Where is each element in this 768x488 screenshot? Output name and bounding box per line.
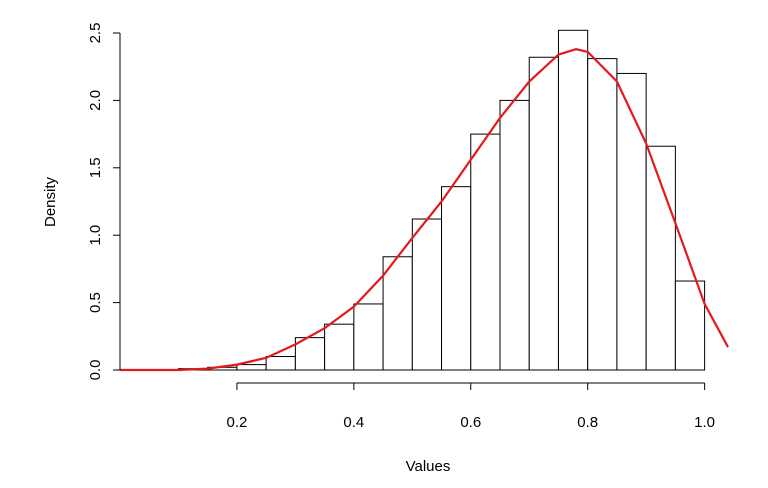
histogram-bar-11 [499, 99, 530, 371]
y-axis: 0.0 0.5 1.0 1.5 2.0 2.5 [87, 23, 121, 381]
histogram-bar-2 [236, 364, 267, 371]
x-tick-label: 1.0 [694, 414, 715, 431]
histogram-bar-7 [382, 256, 413, 371]
histogram-bar-12 [528, 56, 559, 371]
x-axis-title: Values [406, 458, 451, 475]
histogram-bar-8 [411, 218, 443, 371]
x-tick-label: 0.6 [460, 414, 481, 431]
histogram-bar-17 [674, 280, 706, 371]
histogram-bar-16 [645, 145, 676, 371]
density-curve-layer [120, 48, 729, 372]
histogram-bar-15 [616, 72, 647, 371]
x-tick-label: 0.4 [343, 414, 364, 431]
y-tick-label: 1.5 [87, 157, 104, 178]
y-tick-label: 0.5 [87, 292, 104, 313]
histogram-bar-5 [324, 323, 355, 371]
histogram-bar-3 [265, 356, 296, 371]
y-tick-label: 2.5 [87, 23, 104, 44]
x-axis: 0.2 0.4 0.6 0.8 1.0 [226, 382, 715, 431]
histogram-bar-4 [294, 337, 326, 371]
y-axis-title: Density [42, 176, 59, 227]
x-tick-label: 0.2 [226, 414, 247, 431]
y-tick-label: 2.0 [87, 90, 104, 111]
histogram-bars [177, 29, 706, 371]
density-curve [120, 48, 729, 372]
histogram-bar-13 [557, 29, 589, 371]
y-tick-label: 0.0 [87, 360, 104, 381]
histogram-bar-9 [441, 186, 472, 371]
histogram-bar-6 [353, 303, 384, 371]
x-tick-label: 0.8 [577, 414, 598, 431]
y-tick-label: 1.0 [87, 225, 104, 246]
histogram-bar-14 [587, 58, 618, 371]
histogram-bar-10 [470, 133, 501, 371]
